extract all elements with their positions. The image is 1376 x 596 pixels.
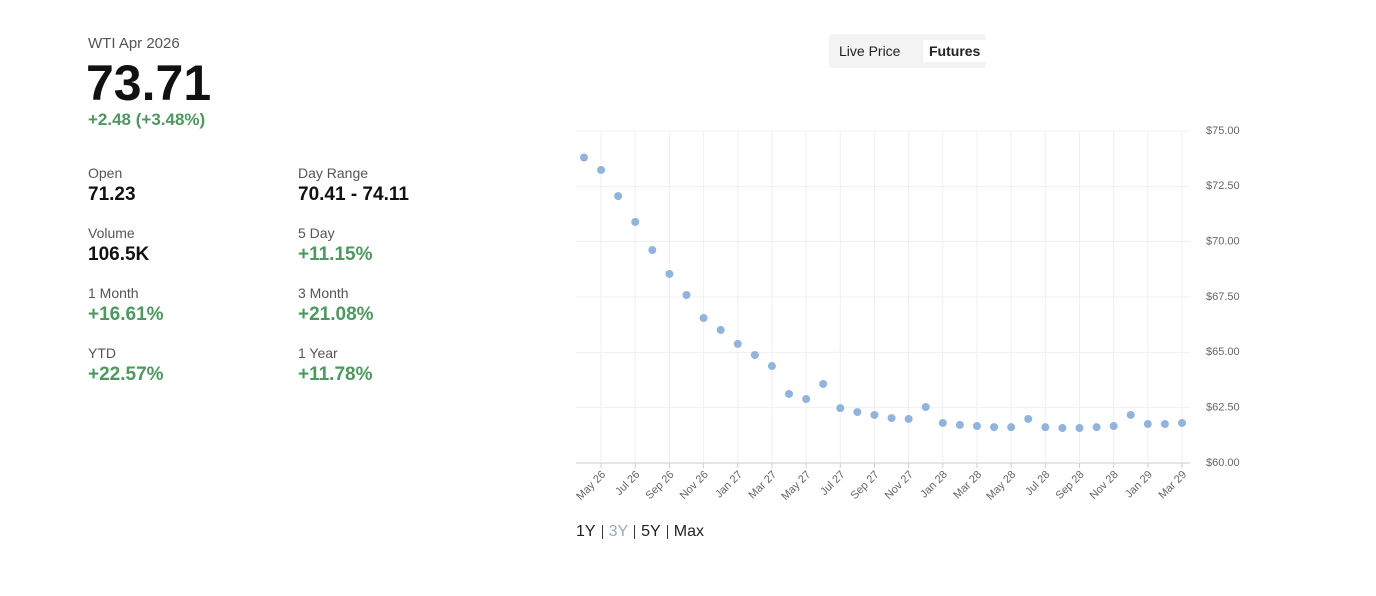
stat-label: 3 Month: [298, 285, 349, 301]
x-tick-label: Jul 27: [818, 469, 847, 498]
y-tick-label: $67.50: [1206, 291, 1240, 303]
point: [904, 414, 913, 423]
y-tick-label: $75.00: [1206, 125, 1240, 137]
point: [1041, 423, 1050, 432]
x-tick-label: Nov 28: [1088, 469, 1121, 502]
point: [1092, 423, 1101, 432]
point: [580, 153, 588, 162]
y-tick-label: $60.00: [1206, 457, 1240, 469]
y-tick-label: $62.50: [1206, 402, 1240, 414]
point: [1007, 423, 1016, 432]
stat-label: YTD: [88, 345, 116, 361]
point: [819, 379, 828, 388]
point: [1058, 424, 1067, 433]
tab[interactable]: Live Price: [839, 43, 901, 59]
stat-value: 71.23: [88, 184, 136, 205]
point: [870, 410, 879, 419]
point: [1178, 418, 1186, 427]
x-tick-label: Jul 28: [1023, 469, 1052, 498]
stat-value: +21.08%: [298, 304, 374, 325]
x-tick-label: May 28: [984, 469, 1018, 503]
y-tick-label: $70.00: [1206, 236, 1240, 248]
stat-value: +16.61%: [88, 304, 164, 325]
stat-label: Volume: [88, 225, 135, 241]
point: [1075, 424, 1084, 433]
x-tick-label: Sep 28: [1054, 469, 1087, 502]
x-tick-label: Mar 28: [951, 469, 984, 502]
stat-value: +22.57%: [88, 364, 164, 385]
range-button[interactable]: 5Y: [641, 523, 661, 540]
point: [614, 192, 623, 201]
y-tick-label: $65.00: [1206, 346, 1240, 358]
point: [1024, 414, 1033, 423]
stat-label: 1 Year: [298, 345, 338, 361]
x-tick-label: Mar 29: [1156, 469, 1189, 502]
change: +2.48 (+3.48%): [88, 110, 206, 129]
stat-label: Open: [88, 165, 123, 181]
point: [1160, 420, 1169, 429]
point: [597, 165, 606, 174]
point: [955, 420, 964, 429]
y-tick-label: $72.50: [1206, 180, 1240, 192]
tab[interactable]: Futures: [923, 40, 987, 62]
stat-value: 70.41 - 74.11: [298, 184, 409, 205]
title: WTI Apr 2026: [88, 35, 180, 52]
point: [648, 246, 657, 255]
stat-label: 1 Month: [88, 285, 139, 301]
x-tick-label: Sep 26: [643, 469, 676, 502]
x-tick-label: Nov 26: [678, 469, 711, 502]
range-selector: 1Y 3Y 5Y Max: [576, 523, 710, 541]
point: [665, 269, 674, 278]
price: 73.71: [86, 55, 212, 111]
stat-value: +11.15%: [298, 244, 373, 265]
x-tick-label: Jan 27: [713, 469, 745, 501]
stat-label: 5 Day: [298, 225, 335, 241]
point: [990, 423, 999, 432]
point: [1109, 422, 1118, 431]
point: [938, 418, 947, 427]
x-tick-label: May 27: [779, 469, 813, 503]
stat-value: +11.78%: [298, 364, 373, 385]
point: [767, 362, 776, 371]
point: [972, 422, 981, 431]
range-button[interactable]: Max: [673, 523, 704, 540]
x-tick-label: Jan 28: [918, 469, 950, 501]
point: [836, 404, 845, 413]
point: [887, 414, 896, 423]
point: [921, 403, 930, 412]
point: [631, 217, 640, 226]
stat-label: Day Range: [298, 165, 369, 181]
point: [699, 314, 708, 323]
point: [750, 350, 759, 359]
point: [802, 395, 811, 404]
point: [1143, 420, 1152, 429]
x-tick-label: Mar 27: [746, 469, 779, 502]
tab-bar: Live Price Futures: [829, 34, 987, 68]
stat-value: 106.5K: [88, 244, 150, 265]
x-tick-label: Jan 29: [1123, 469, 1155, 501]
point: [1126, 410, 1135, 419]
x-tick-label: Nov 27: [883, 469, 916, 502]
x-tick-label: May 26: [574, 469, 608, 503]
point: [733, 339, 742, 348]
point: [716, 325, 725, 334]
point: [682, 291, 691, 300]
x-tick-label: Jul 26: [613, 469, 642, 498]
point: [853, 408, 862, 417]
range-button[interactable]: 1Y: [576, 523, 596, 540]
x-tick-label: Sep 27: [848, 469, 881, 502]
range-button[interactable]: 3Y: [608, 523, 629, 540]
point: [785, 389, 794, 398]
